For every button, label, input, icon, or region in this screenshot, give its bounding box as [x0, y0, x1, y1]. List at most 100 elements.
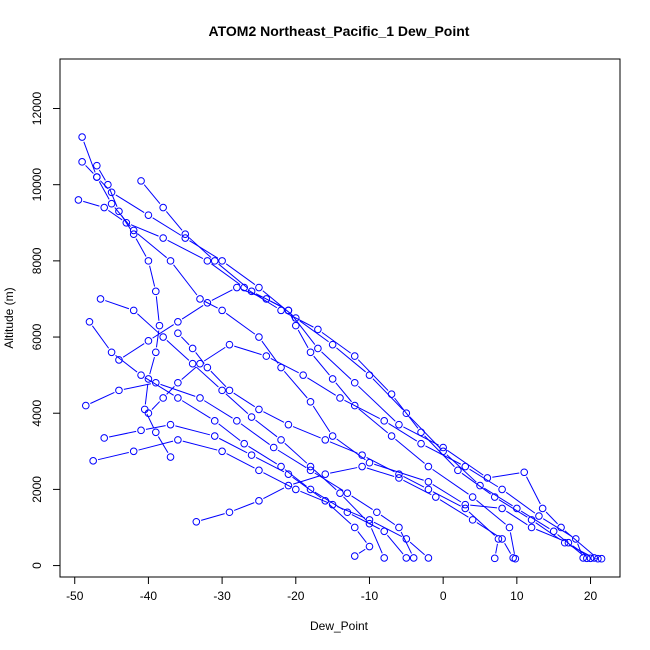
series-line-segment: [284, 469, 307, 487]
data-point: [137, 177, 145, 185]
series-line-segment: [270, 300, 285, 309]
series-line-segment: [97, 451, 129, 461]
series-line-segment: [85, 165, 94, 174]
series-1: [78, 133, 606, 563]
series-line-segment: [432, 483, 462, 503]
data-point: [144, 409, 153, 418]
series-line-segment: [149, 265, 156, 287]
x-tick-label: 20: [584, 589, 598, 603]
y-tick-label: 6000: [30, 323, 44, 350]
y-tick-label: 10000: [30, 168, 44, 202]
data-point: [85, 318, 94, 326]
series-line-segment: [105, 300, 130, 310]
data-point: [365, 542, 374, 551]
series-4: [85, 318, 411, 562]
data-point: [291, 485, 300, 494]
series-line-segment: [388, 423, 418, 442]
data-point: [424, 477, 433, 486]
data-point: [579, 554, 587, 562]
series-line-segment: [234, 345, 262, 356]
data-point: [306, 485, 315, 494]
data-point: [196, 359, 204, 368]
series-line-segment: [138, 440, 174, 451]
data-point: [284, 306, 293, 315]
series-line-segment: [321, 331, 351, 354]
data-point: [140, 405, 149, 414]
data-point: [159, 234, 167, 242]
data-point: [527, 516, 536, 524]
data-point: [203, 363, 212, 372]
data-point: [417, 439, 425, 448]
data-point: [247, 413, 256, 421]
series-line-segment: [135, 238, 147, 257]
x-tick-label: -20: [287, 589, 305, 603]
data-point: [284, 470, 293, 478]
series-line-segment: [160, 383, 196, 397]
data-point: [96, 295, 105, 303]
series-line-segment: [292, 426, 321, 439]
data-point: [571, 535, 580, 543]
series-line-segment: [313, 355, 330, 376]
series-line-segment: [321, 351, 352, 380]
series-line-segment: [263, 472, 292, 488]
data-point: [174, 436, 182, 444]
data-point: [306, 462, 315, 471]
series-line-segment: [108, 209, 123, 221]
series-line-segment: [358, 408, 389, 434]
x-tick-label: -50: [66, 589, 84, 603]
data-point: [284, 481, 293, 490]
series-line-segment: [351, 495, 373, 510]
series-line-segment: [137, 313, 160, 335]
series-line-segment: [173, 264, 198, 296]
series-line-segment: [115, 194, 145, 213]
series-line-segment: [395, 438, 425, 464]
series-9: [96, 295, 389, 562]
data-point: [196, 394, 204, 402]
series-5: [81, 378, 418, 562]
series-line-segment: [189, 240, 219, 259]
data-point: [196, 295, 204, 303]
data-point: [166, 257, 175, 265]
data-point: [174, 329, 182, 338]
data-point: [291, 321, 300, 330]
series-line-segment: [504, 542, 512, 554]
series-line-segment: [292, 476, 322, 499]
series-line-segment: [83, 141, 96, 173]
series-line-segment: [218, 263, 249, 289]
series-line-segment: [300, 490, 329, 504]
data-point: [218, 447, 226, 456]
data-point: [461, 504, 470, 513]
data-point: [538, 504, 547, 513]
data-point: [380, 417, 389, 425]
series-line-segment: [425, 445, 462, 465]
data-point: [490, 554, 499, 563]
series-line-segment: [336, 347, 366, 373]
data-point: [583, 554, 591, 563]
data-point: [284, 420, 293, 429]
data-point: [306, 348, 315, 357]
series-line-segment: [328, 503, 352, 525]
data-point: [144, 375, 153, 383]
series-line-segment: [344, 399, 380, 419]
series-line-segment: [461, 472, 491, 495]
data-point: [181, 230, 190, 239]
series-line-segment: [188, 237, 212, 258]
series-8: [100, 420, 374, 560]
data-point: [306, 466, 315, 475]
series-line-segment: [535, 522, 561, 541]
series-line-segment: [394, 397, 419, 429]
series-line-segment: [330, 467, 358, 474]
series-line-segment: [218, 423, 241, 442]
data-point: [107, 348, 116, 357]
data-point: [306, 397, 315, 406]
x-tick-label: -10: [361, 589, 379, 603]
series-line-segment: [195, 352, 205, 364]
series-line-segment: [151, 401, 161, 410]
series-line-segment: [557, 534, 584, 556]
data-point: [358, 462, 366, 471]
series-line-segment: [446, 449, 484, 476]
data-point: [218, 386, 226, 395]
series-line-segment: [155, 296, 160, 321]
data-point: [155, 321, 164, 330]
